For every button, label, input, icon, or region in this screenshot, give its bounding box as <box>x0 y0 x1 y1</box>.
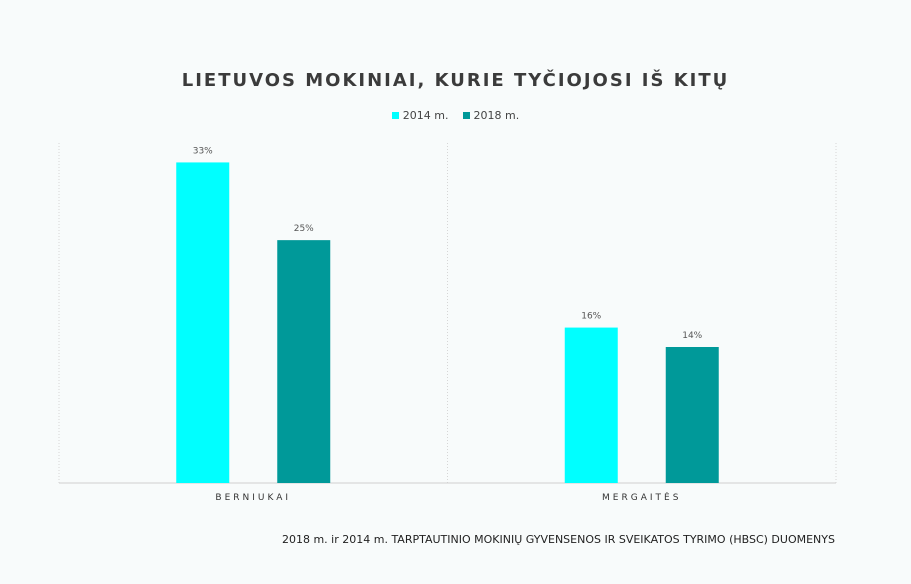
chart-title: LIETUVOS MOKINIAI, KURIE TYČIOJOSI IŠ KI… <box>181 70 730 91</box>
legend-swatch-2018 <box>462 112 470 119</box>
data-label: 16% <box>581 312 601 322</box>
legend-label-2018: 2018 m. <box>473 109 520 122</box>
data-label: 14% <box>682 331 702 341</box>
legend-label-2014: 2014 m. <box>402 109 449 122</box>
source-footnote: 2018 m. ir 2014 m. TARPTAUTINIO MOKINIŲ … <box>281 533 835 546</box>
chart-legend: 2014 m. 2018 m. <box>0 109 911 122</box>
data-label: 33% <box>193 146 213 156</box>
bar-berniukai-1 <box>277 240 331 483</box>
data-label: 25% <box>294 224 314 234</box>
legend-item-2018: 2018 m. <box>462 109 520 122</box>
bar-mergaitės-1 <box>665 347 719 483</box>
category-label: MERGAITĖS <box>602 492 681 503</box>
legend-swatch-2014 <box>391 112 399 119</box>
legend-item-2014: 2014 m. <box>391 109 449 122</box>
bar-berniukai-0 <box>176 162 230 483</box>
bar-mergaitės-0 <box>564 327 618 483</box>
category-label: BERNIUKAI <box>215 493 291 503</box>
